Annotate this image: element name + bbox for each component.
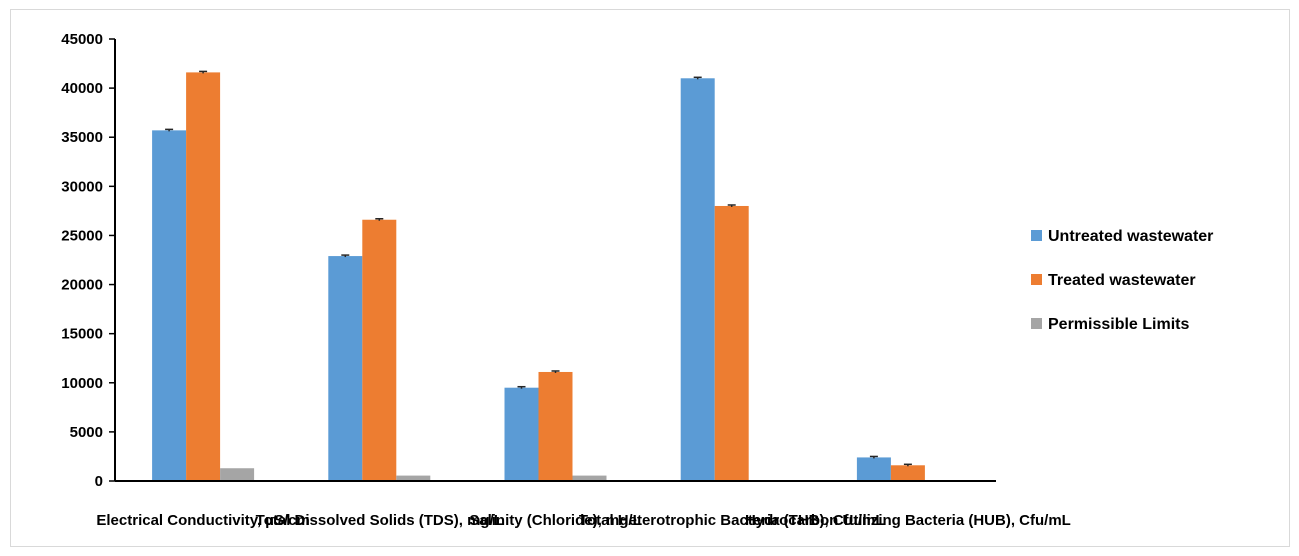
bar bbox=[856, 457, 891, 481]
y-axis: 0 5000 10000 15000 20000 25000 30000 35000 40000… bbox=[61, 31, 116, 490]
bar bbox=[220, 468, 255, 481]
bar bbox=[890, 465, 925, 481]
y-tick-label: 45000 bbox=[61, 31, 103, 48]
x-category-label: Hydrocarbon Utilizing Bacteria (HUB), Cf… bbox=[745, 512, 1071, 529]
legend: Untreated wastewater Treated wastewater Pe… bbox=[1031, 228, 1213, 333]
y-tick-label: 30000 bbox=[61, 178, 103, 195]
bar bbox=[396, 475, 431, 481]
bar bbox=[186, 72, 221, 481]
x-category-label: Electrical Conductivity, µS/cm bbox=[96, 512, 309, 529]
legend-label: Treated wastewater bbox=[1048, 272, 1196, 289]
bar bbox=[152, 130, 187, 481]
bar bbox=[538, 371, 573, 481]
bar bbox=[504, 387, 539, 481]
bar bbox=[714, 205, 749, 481]
chart-frame: 0 5000 10000 15000 20000 25000 30000 35000 40000… bbox=[10, 9, 1290, 547]
y-tick-label: 35000 bbox=[61, 129, 103, 146]
y-tick-label: 15000 bbox=[61, 326, 103, 343]
legend-swatch bbox=[1031, 230, 1042, 241]
y-tick-label: 10000 bbox=[61, 375, 103, 392]
bar-chart: 0 5000 10000 15000 20000 25000 30000 35000 40000… bbox=[61, 31, 1213, 529]
y-tick-label: 20000 bbox=[61, 277, 103, 294]
bar bbox=[328, 256, 363, 481]
y-tick-label: 0 bbox=[95, 473, 103, 490]
bar bbox=[572, 475, 607, 481]
x-category-label: Salinity (Chloride), mg/L bbox=[469, 512, 642, 529]
x-category-label: Total Heterotrophic Bacteria (THB), Cfu/… bbox=[579, 512, 885, 529]
legend-label: Permissible Limits bbox=[1048, 316, 1189, 333]
bar bbox=[680, 78, 715, 482]
bar bbox=[362, 219, 397, 481]
y-tick-label: 40000 bbox=[61, 80, 103, 97]
legend-label: Untreated wastewater bbox=[1048, 228, 1213, 245]
bars bbox=[152, 70, 925, 482]
y-tick-label: 5000 bbox=[70, 424, 103, 441]
legend-swatch bbox=[1031, 274, 1042, 285]
legend-swatch bbox=[1031, 318, 1042, 329]
y-tick-label: 25000 bbox=[61, 227, 103, 244]
x-category-label: Total Dissolved Solids (TDS), mg/L bbox=[256, 512, 503, 529]
